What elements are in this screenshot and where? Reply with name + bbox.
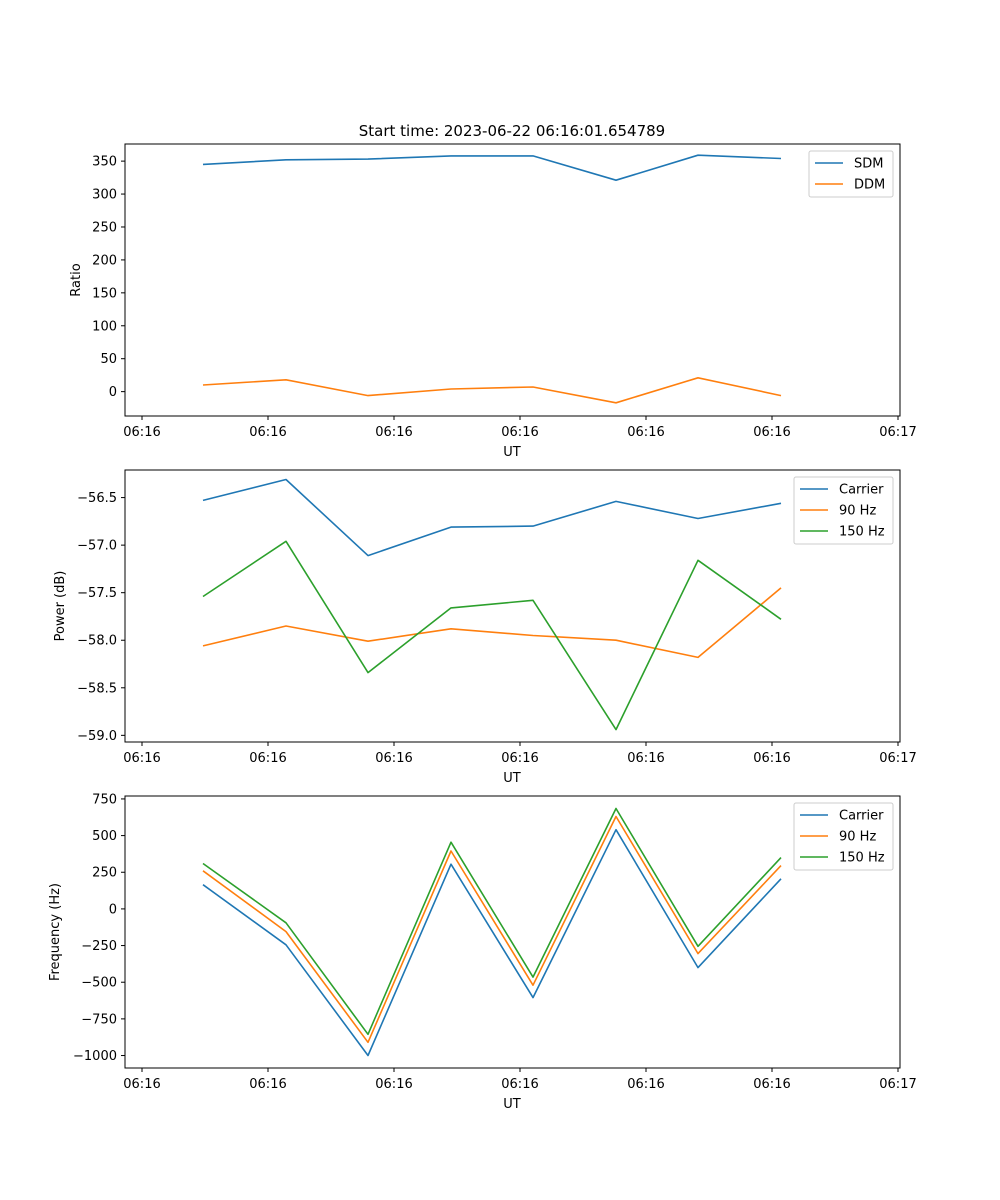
x-axis-label: UT bbox=[503, 771, 521, 786]
y-tick-label: 750 bbox=[92, 792, 117, 807]
subplots: 06:16 06:16 06:16 06:16 06:16 06:16 06:17 0 50 10… bbox=[48, 143, 917, 1112]
series-line-90-hz bbox=[202, 815, 782, 1044]
x-tick-label: 06:16 bbox=[627, 751, 664, 766]
series-line-150-hz bbox=[202, 807, 782, 1036]
x-tick-label: 06:17 bbox=[879, 751, 916, 766]
x-tick-label: 06:17 bbox=[879, 425, 916, 440]
y-tick-label: 50 bbox=[100, 352, 117, 367]
series-line-sdm bbox=[202, 154, 782, 181]
y-tick-label: 250 bbox=[92, 866, 117, 881]
y-tick-label: −57.5 bbox=[77, 586, 117, 601]
series-line-ddm bbox=[202, 376, 782, 404]
subplot-1: 06:16 06:16 06:16 06:16 06:16 06:16 06:17 0 50 10… bbox=[69, 143, 917, 460]
x-axis-label: UT bbox=[503, 1097, 521, 1112]
y-tick-label: 300 bbox=[92, 188, 117, 203]
y-tick-label: −1000 bbox=[73, 1049, 117, 1064]
x-tick-label: 06:16 bbox=[501, 425, 538, 440]
x-tick-label: 06:16 bbox=[627, 1077, 664, 1092]
y-tick-label: −750 bbox=[81, 1012, 117, 1027]
y-tick-label: 500 bbox=[92, 829, 117, 844]
x-tick-label: 06:16 bbox=[375, 1077, 412, 1092]
x-tick-label: 06:16 bbox=[753, 751, 790, 766]
y-tick-label: 150 bbox=[92, 286, 117, 301]
legend-label: SDM bbox=[854, 157, 883, 172]
y-tick-label: 250 bbox=[92, 220, 117, 235]
y-axis-label: Power (dB) bbox=[53, 571, 68, 642]
x-tick-label: 06:16 bbox=[501, 1077, 538, 1092]
y-tick-label: −58.0 bbox=[77, 634, 117, 649]
x-tick-label: 06:16 bbox=[375, 425, 412, 440]
y-tick-label: −56.5 bbox=[77, 491, 117, 506]
y-tick-label: −500 bbox=[81, 976, 117, 991]
y-axis-label: Ratio bbox=[69, 263, 84, 296]
x-tick-label: 06:16 bbox=[249, 751, 286, 766]
legend-label: DDM bbox=[854, 178, 885, 193]
series-line-90-hz bbox=[202, 587, 782, 659]
x-tick-label: 06:16 bbox=[123, 425, 160, 440]
y-tick-label: 100 bbox=[92, 319, 117, 334]
x-tick-label: 06:16 bbox=[123, 1077, 160, 1092]
figure-title: Start time: 2023-06-22 06:16:01.654789 bbox=[359, 122, 665, 140]
y-tick-label: 200 bbox=[92, 253, 117, 268]
legend-box bbox=[793, 802, 894, 871]
legend-label: Carrier bbox=[839, 483, 884, 498]
legend-box bbox=[793, 476, 894, 545]
y-tick-label: 350 bbox=[92, 155, 117, 170]
subplot-2: 06:16 06:16 06:16 06:16 06:16 06:16 06:17 −59.0… bbox=[53, 469, 917, 786]
x-tick-label: 06:17 bbox=[879, 1077, 916, 1092]
series-line-150-hz bbox=[202, 540, 782, 731]
axes-frame bbox=[124, 143, 901, 417]
y-axis-label: Frequency (Hz) bbox=[48, 883, 63, 981]
legend: SDM DDM bbox=[808, 150, 894, 198]
legend: Carrier 90 Hz 150 Hz bbox=[793, 476, 894, 545]
y-tick-label: 0 bbox=[109, 385, 117, 400]
y-tick-label: 0 bbox=[109, 902, 117, 917]
subplot-3: 06:16 06:16 06:16 06:16 06:16 06:16 06:17 −1000… bbox=[48, 792, 917, 1112]
y-tick-label: −59.0 bbox=[77, 729, 117, 744]
legend-label: Carrier bbox=[839, 809, 884, 824]
series-line-carrier bbox=[202, 478, 782, 557]
series-line-carrier bbox=[202, 828, 782, 1057]
x-tick-label: 06:16 bbox=[627, 425, 664, 440]
x-tick-label: 06:16 bbox=[501, 751, 538, 766]
x-tick-label: 06:16 bbox=[753, 1077, 790, 1092]
x-tick-label: 06:16 bbox=[753, 425, 790, 440]
legend-label: 150 Hz bbox=[839, 525, 885, 540]
x-axis-label: UT bbox=[503, 445, 521, 460]
legend-label: 90 Hz bbox=[839, 504, 876, 519]
legend-label: 90 Hz bbox=[839, 830, 876, 845]
x-tick-label: 06:16 bbox=[123, 751, 160, 766]
y-tick-label: −58.5 bbox=[77, 681, 117, 696]
legend-label: 150 Hz bbox=[839, 851, 885, 866]
axes-frame bbox=[124, 469, 901, 743]
axes-frame bbox=[124, 795, 901, 1069]
x-tick-label: 06:16 bbox=[249, 425, 286, 440]
y-tick-label: −57.0 bbox=[77, 539, 117, 554]
x-tick-label: 06:16 bbox=[375, 751, 412, 766]
legend: Carrier 90 Hz 150 Hz bbox=[793, 802, 894, 871]
y-tick-label: −250 bbox=[81, 939, 117, 954]
x-tick-label: 06:16 bbox=[249, 1077, 286, 1092]
